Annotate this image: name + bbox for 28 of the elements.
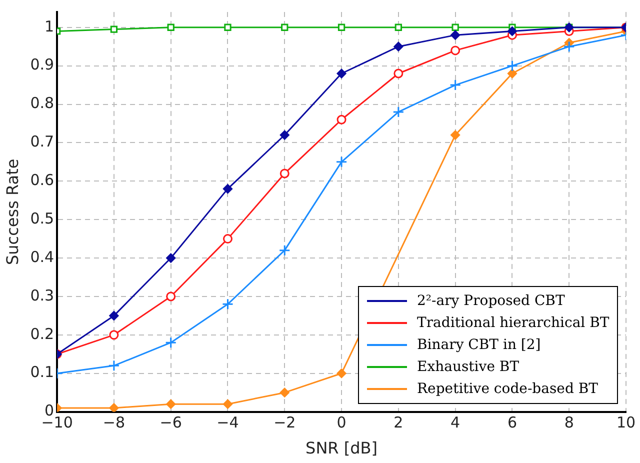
legend-label: Repetitive code-based BT: [417, 380, 599, 397]
x-tick-label: 2: [394, 414, 404, 432]
x-tick-label: 8: [564, 414, 574, 432]
x-tick-label: −4: [216, 414, 239, 432]
x-axis-title: SNR [dB]: [306, 438, 378, 458]
y-tick-label: 0.4: [30, 248, 54, 266]
x-tick-label: −8: [102, 414, 126, 432]
legend-label: 2²-ary Proposed CBT: [417, 292, 566, 309]
y-axis-title: Success Rate: [2, 158, 22, 265]
y-tick-label: 0.8: [30, 94, 54, 112]
x-tick-label: 10: [616, 414, 636, 432]
y-tick-label: 1: [44, 17, 54, 36]
legend-label: Traditional hierarchical BT: [417, 314, 610, 331]
y-tick-label: 0: [44, 402, 54, 420]
x-tick-label: −6: [160, 414, 182, 432]
y-tick-label: 0.5: [30, 209, 54, 228]
y-tick-label: 0.6: [30, 171, 54, 190]
legend-label: Exhaustive BT: [417, 358, 520, 375]
x-tick-label: −2: [274, 414, 296, 432]
y-tick-label: 0.3: [30, 286, 54, 304]
legend-label: Binary CBT in [2]: [417, 336, 542, 353]
y-tick-label: 0.7: [30, 132, 54, 151]
y-tick-label: 0.1: [30, 363, 54, 382]
x-tick-label: 6: [507, 414, 517, 432]
x-tick-label: 4: [450, 414, 460, 432]
y-tick-label: 0.9: [30, 56, 54, 74]
y-tick-label: 0.2: [30, 324, 54, 343]
x-tick-label: 0: [336, 414, 346, 432]
